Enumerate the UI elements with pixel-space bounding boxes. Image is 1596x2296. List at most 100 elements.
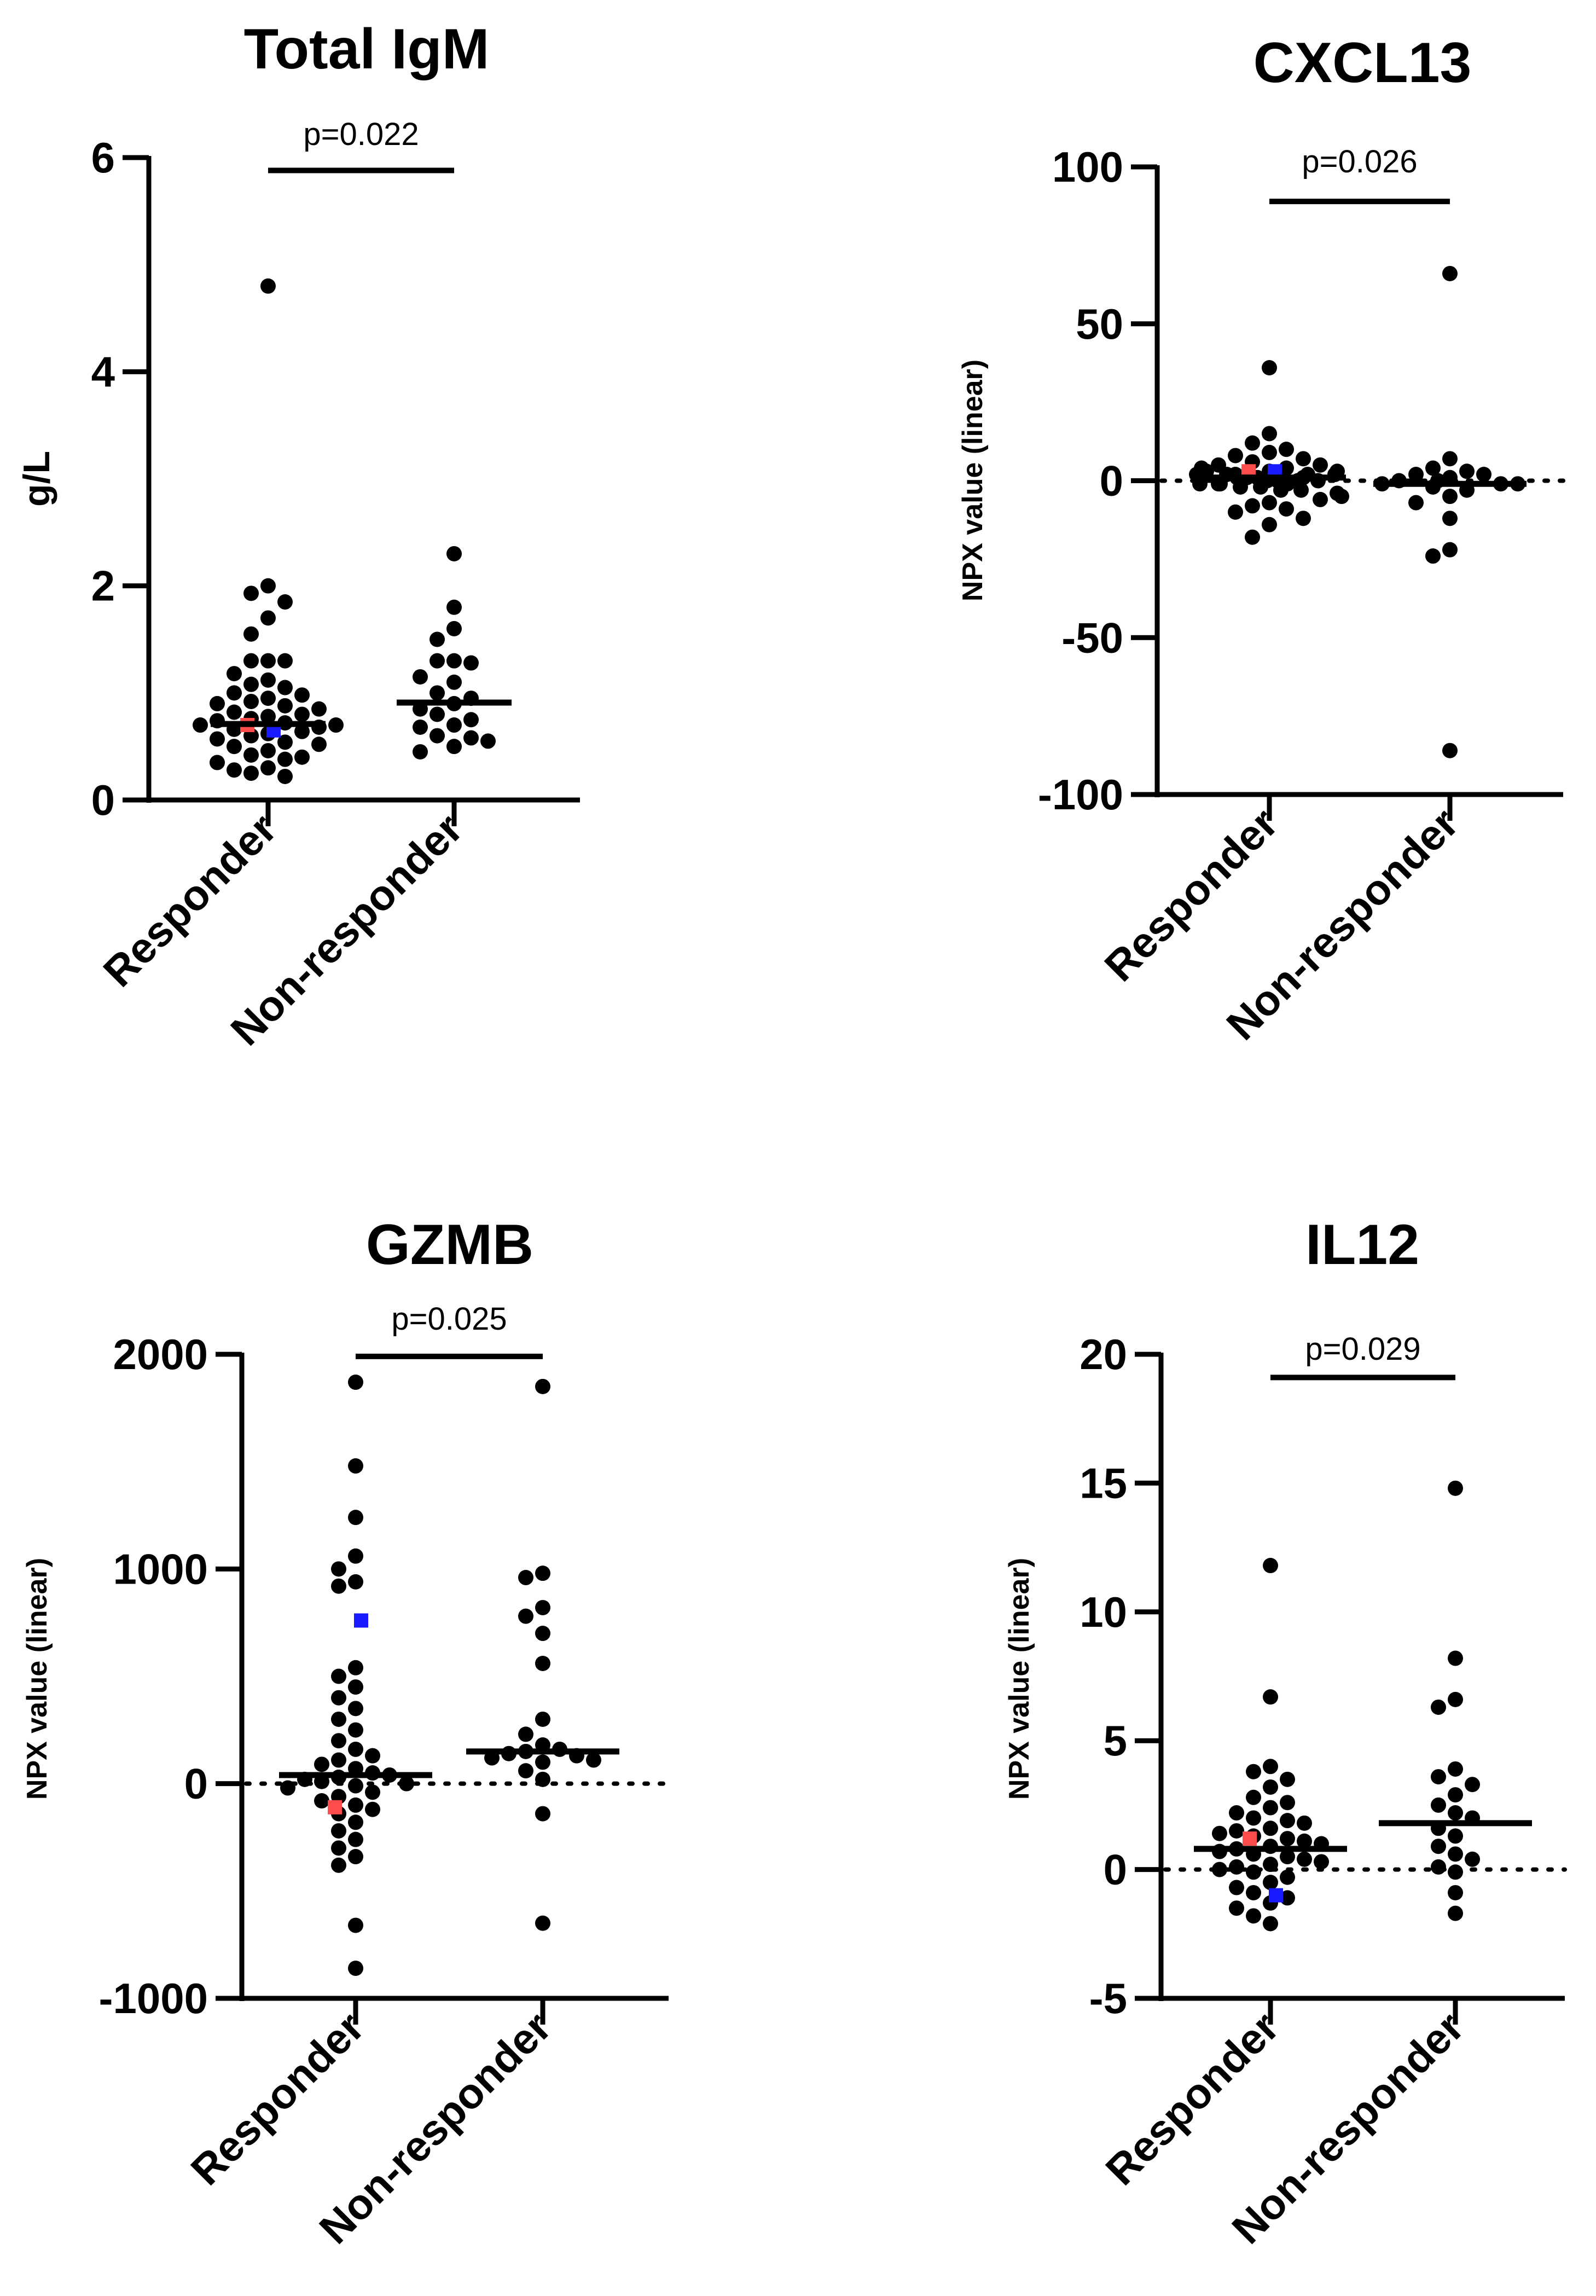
data-point bbox=[331, 1711, 346, 1727]
data-point bbox=[1246, 1885, 1261, 1900]
data-point bbox=[243, 766, 259, 781]
data-point bbox=[535, 1626, 550, 1642]
x-tick-label: Responder bbox=[182, 2003, 373, 2194]
y-tick-label: -100 bbox=[1038, 770, 1123, 819]
data-point bbox=[1280, 1869, 1295, 1885]
data-point bbox=[518, 1608, 533, 1624]
highlight-point bbox=[328, 1800, 342, 1814]
data-point bbox=[1431, 1769, 1446, 1785]
data-point bbox=[348, 1701, 363, 1717]
y-tick-label: 20 bbox=[1080, 1330, 1127, 1378]
data-point bbox=[1334, 489, 1349, 505]
highlight-point bbox=[1243, 1831, 1257, 1846]
data-point bbox=[260, 743, 276, 758]
data-point bbox=[535, 1806, 550, 1822]
data-point bbox=[260, 709, 276, 724]
data-point bbox=[1442, 511, 1458, 526]
data-point bbox=[331, 1752, 346, 1768]
chart-panel-3: GZMB NPX value (linear) -1000 0 1000 2000 Resp… bbox=[21, 1213, 671, 2253]
data-point bbox=[1448, 1828, 1463, 1844]
y-tick-label: 15 bbox=[1080, 1459, 1127, 1507]
data-point bbox=[311, 701, 327, 717]
y-tick-label: 0 bbox=[184, 1760, 208, 1808]
data-point bbox=[446, 717, 462, 733]
chart-title: GZMB bbox=[366, 1213, 533, 1277]
data-point bbox=[1246, 1789, 1261, 1805]
data-point bbox=[1465, 1777, 1480, 1793]
data-point bbox=[348, 1722, 363, 1738]
data-point bbox=[535, 1915, 550, 1931]
data-point bbox=[1313, 457, 1328, 473]
chart-panel-4: IL12 NPX value (linear) -5 0 5 10 15 20 Responde… bbox=[1003, 1213, 1567, 2253]
data-point bbox=[1263, 1857, 1278, 1872]
data-point bbox=[314, 1793, 329, 1809]
data-point bbox=[1314, 1854, 1329, 1870]
chart-title: CXCL13 bbox=[1253, 31, 1472, 95]
data-point bbox=[518, 1763, 533, 1779]
y-tick-label: -5 bbox=[1089, 1974, 1127, 2022]
data-point bbox=[1280, 1813, 1295, 1829]
data-point bbox=[348, 1574, 363, 1590]
data-point bbox=[586, 1752, 601, 1768]
data-point bbox=[1279, 501, 1294, 517]
data-point bbox=[463, 730, 479, 746]
y-tick-label: 50 bbox=[1076, 300, 1123, 348]
data-point bbox=[413, 719, 428, 735]
data-point bbox=[430, 653, 445, 669]
data-point bbox=[348, 1741, 363, 1757]
data-point bbox=[1476, 467, 1491, 483]
data-point bbox=[243, 626, 259, 642]
data-point bbox=[1246, 1908, 1261, 1924]
data-point bbox=[243, 653, 259, 669]
x-tick-label: Responder bbox=[94, 804, 286, 996]
p-value-label: p=0.025 bbox=[391, 1301, 507, 1337]
y-axis-label: g/L bbox=[16, 451, 57, 507]
data-point bbox=[1245, 435, 1260, 451]
data-point bbox=[280, 1780, 295, 1796]
data-point bbox=[348, 1510, 363, 1526]
y-axis-label: NPX value (linear) bbox=[21, 1558, 53, 1800]
x-tick-label: Responder bbox=[1095, 799, 1287, 990]
data-point bbox=[294, 687, 310, 703]
chart-title: IL12 bbox=[1305, 1213, 1419, 1277]
chart-panel-2: CXCL13 NPX value (linear) -100 -50 0 50 100 Res… bbox=[957, 31, 1565, 1049]
data-point bbox=[1296, 451, 1311, 467]
data-point bbox=[294, 706, 310, 722]
data-point bbox=[260, 760, 276, 776]
data-point bbox=[365, 1801, 380, 1817]
p-value-label: p=0.022 bbox=[303, 117, 419, 152]
data-point bbox=[1279, 460, 1294, 476]
data-point bbox=[1263, 1779, 1278, 1795]
y-axis-label: NPX value (linear) bbox=[1003, 1558, 1035, 1800]
y-tick-label: -50 bbox=[1061, 613, 1123, 662]
data-point bbox=[463, 712, 479, 728]
data-point bbox=[1431, 1797, 1446, 1813]
data-point bbox=[1448, 1846, 1463, 1862]
data-point bbox=[331, 1733, 346, 1749]
chart-title: Total IgM bbox=[244, 18, 490, 81]
data-point bbox=[535, 1754, 550, 1770]
data-point bbox=[518, 1570, 533, 1586]
data-point bbox=[1263, 1916, 1278, 1932]
data-point bbox=[260, 653, 276, 669]
data-point bbox=[277, 653, 293, 669]
data-point bbox=[243, 693, 259, 709]
data-point bbox=[1280, 1890, 1295, 1906]
data-point bbox=[277, 768, 293, 784]
data-point bbox=[260, 610, 276, 626]
data-point bbox=[227, 666, 242, 682]
data-point bbox=[348, 1679, 363, 1695]
data-point bbox=[1448, 1650, 1463, 1666]
data-point bbox=[1297, 1851, 1312, 1867]
data-point bbox=[193, 717, 208, 733]
data-point bbox=[331, 1857, 346, 1873]
data-point bbox=[277, 734, 293, 750]
y-tick-label: 4 bbox=[91, 347, 115, 396]
data-point bbox=[446, 674, 462, 690]
data-point bbox=[227, 704, 242, 720]
data-point bbox=[535, 1566, 550, 1581]
data-point bbox=[480, 733, 496, 749]
data-point bbox=[1425, 460, 1441, 476]
data-point bbox=[277, 751, 293, 767]
data-point bbox=[1229, 1859, 1244, 1875]
